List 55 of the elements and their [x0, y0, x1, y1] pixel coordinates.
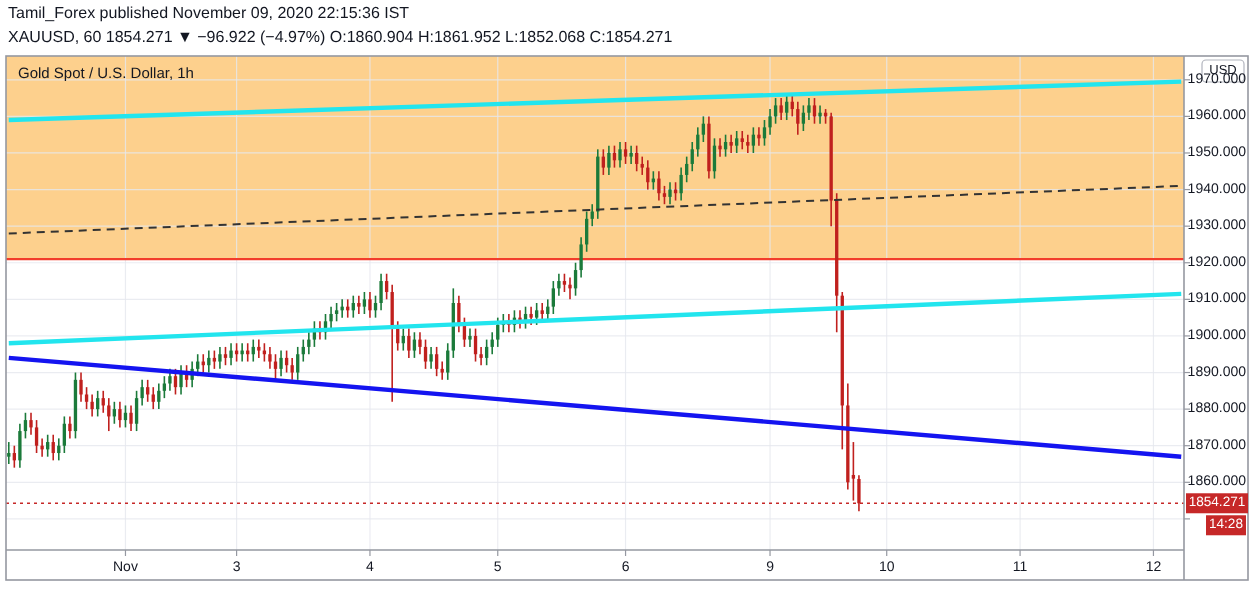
candlestick [746, 133, 750, 154]
candlestick [334, 302, 339, 323]
candlestick [218, 346, 222, 370]
candlestick [229, 342, 233, 367]
candlestick [429, 346, 433, 370]
candlestick [362, 291, 367, 315]
candlestick [657, 170, 661, 202]
candlestick [740, 130, 744, 151]
candlestick [757, 126, 761, 147]
text: XAUUSD, 60 1854.271 ▼ −96.922 (−4.97%) O:1860.904 H:1861.952 L:1852.068 C:1854.271 [8, 28, 674, 46]
candlestick [562, 272, 567, 293]
candlestick [368, 291, 372, 319]
candlestick [818, 104, 822, 125]
candlestick [212, 349, 217, 370]
candlestick [668, 181, 672, 205]
candlestick [62, 415, 67, 454]
candlestick [618, 141, 622, 169]
candlestick [440, 360, 444, 381]
candlestick [296, 346, 300, 381]
candlestick [290, 357, 294, 381]
candlestick [529, 305, 533, 326]
candlestick [240, 342, 244, 363]
candlestick [551, 280, 555, 315]
candlestick [607, 144, 611, 176]
candlestick [496, 316, 500, 348]
candlestick [729, 133, 733, 154]
candlestick [534, 302, 539, 326]
candlestick [568, 276, 572, 301]
candlestick [268, 346, 272, 370]
candlestick [629, 144, 633, 165]
candlestick [434, 346, 439, 377]
candlestick [34, 419, 39, 454]
candlestick [735, 130, 739, 154]
candlestick [179, 364, 183, 396]
candlestick [718, 137, 722, 158]
candlestick [707, 115, 711, 180]
candlestick [68, 415, 72, 440]
candlestick [223, 346, 228, 367]
candlestick [407, 327, 411, 359]
candlestick [468, 327, 472, 348]
candlestick [779, 97, 783, 121]
candlestick [7, 441, 11, 465]
text: Tamil_Forex published November 09, 2020 22:15:36 IST [8, 4, 410, 22]
candlestick [379, 272, 383, 312]
candlestick [623, 141, 628, 165]
candlestick [796, 100, 800, 136]
candlestick [357, 294, 361, 315]
candlestick [118, 401, 122, 429]
candlestick [257, 338, 261, 359]
candlestick [129, 404, 133, 432]
candlestick [151, 386, 155, 410]
candlestick [279, 349, 283, 377]
candlestick [79, 371, 83, 403]
candlestick [90, 393, 94, 418]
candlestick [423, 338, 428, 370]
